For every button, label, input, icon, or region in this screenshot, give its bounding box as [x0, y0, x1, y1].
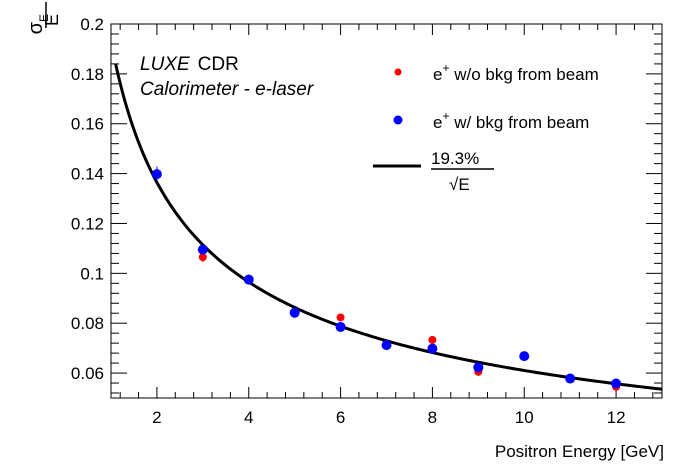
data-point [289, 307, 300, 318]
legend-label-w-bkg: e+ w/ bkg from beam [433, 109, 589, 132]
x-tick-label: 2 [152, 408, 161, 427]
data-point [519, 351, 530, 362]
data-point [381, 340, 392, 351]
y-tick-label: 0.14 [71, 165, 104, 184]
legend-fit-numerator: 19.3% [431, 149, 479, 168]
data-point [198, 253, 207, 262]
data-point [611, 378, 622, 389]
x-axis-label: Positron Energy [GeV] [495, 442, 664, 461]
y-axis-label-denominator: E [42, 14, 62, 26]
y-axis-tick-labels: 0.06 0.08 0.1 0.12 0.14 0.16 0.18 0.2 [71, 15, 104, 383]
x-axis-tick-labels: 2 4 6 8 10 12 [152, 408, 625, 427]
data-point [335, 321, 346, 332]
y-axis-label-denominator-group: E [42, 14, 62, 26]
data-point [565, 373, 576, 384]
annotation-cdr: CDR [198, 54, 239, 75]
plot-frame [110, 23, 663, 399]
legend-label-wo-bkg: e+ w/o bkg from beam [433, 61, 599, 84]
x-axis-ticks [119, 24, 654, 398]
x-tick-label: 12 [607, 408, 626, 427]
legend-marker-w-bkg [393, 115, 403, 125]
x-tick-label: 10 [515, 408, 534, 427]
y-axis-label: σ E [25, 14, 51, 34]
data-point [473, 362, 484, 373]
data-point [336, 313, 345, 322]
series-w-bkg [151, 166, 622, 389]
legend: e+ w/o bkg from beam e+ w/ bkg from beam… [373, 61, 599, 194]
y-axis-label-sigma: σ [25, 21, 47, 34]
annotation-luxe: LUXE [140, 54, 190, 75]
annotation-line1: LUXE CDR [140, 54, 239, 75]
legend-fit-denominator: √E [449, 175, 470, 194]
y-axis-label-subscript: E [37, 14, 51, 22]
y-tick-label: 0.2 [80, 15, 104, 34]
data-point [428, 335, 437, 344]
series-wo-bkg [152, 169, 621, 391]
y-tick-label: 0.12 [71, 214, 104, 233]
data-point [151, 169, 162, 180]
data-point [427, 343, 438, 354]
y-tick-label: 0.08 [71, 314, 104, 333]
legend-marker-wo-bkg [394, 68, 402, 76]
x-tick-label: 4 [244, 408, 253, 427]
y-tick-label: 0.1 [80, 264, 104, 283]
y-tick-label: 0.06 [71, 364, 104, 383]
y-axis-ticks [111, 23, 662, 394]
y-tick-label: 0.16 [71, 115, 104, 134]
annotation-line2: Calorimeter - e-laser [140, 79, 314, 100]
x-tick-label: 8 [428, 408, 437, 427]
data-point [197, 244, 208, 255]
data-point [243, 274, 254, 285]
y-tick-label: 0.18 [71, 65, 104, 84]
x-tick-label: 6 [336, 408, 345, 427]
